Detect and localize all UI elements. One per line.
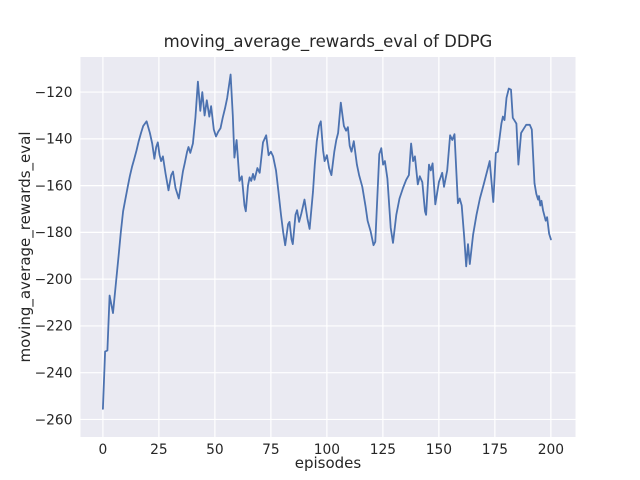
y-tick-label: −240 — [35, 365, 73, 381]
y-tick-labels: −260 −240 −220 −200 −180 −160 −140 −120 — [35, 85, 73, 428]
x-tick-label: 50 — [206, 442, 224, 458]
x-tick-label: 100 — [314, 442, 340, 458]
y-axis-label: moving_average_rewards_eval — [16, 132, 35, 363]
y-tick-label: −140 — [35, 132, 73, 148]
x-axis-label: episodes — [295, 454, 362, 472]
x-tick-labels: 0 25 50 75 100 125 150 175 200 — [99, 442, 565, 458]
y-tick-label: −260 — [35, 412, 73, 428]
data-line-series — [102, 73, 552, 410]
y-tick-label: −220 — [35, 319, 73, 335]
x-tick-label: 0 — [99, 442, 108, 458]
y-tick-label: −180 — [35, 225, 73, 241]
x-tick-label: 150 — [426, 442, 452, 458]
y-tick-label: −120 — [35, 85, 73, 101]
y-tick-label: −200 — [35, 272, 73, 288]
x-tick-label: 125 — [370, 442, 396, 458]
y-tick-label: −160 — [35, 178, 73, 194]
plot-area — [80, 57, 576, 437]
chart-title: moving_average_rewards_eval of DDPG — [164, 32, 493, 52]
grid-lines — [80, 57, 576, 437]
x-tick-label: 75 — [262, 442, 280, 458]
x-tick-label: 25 — [150, 442, 168, 458]
x-tick-label: 175 — [482, 442, 508, 458]
x-tick-label: 200 — [538, 442, 564, 458]
